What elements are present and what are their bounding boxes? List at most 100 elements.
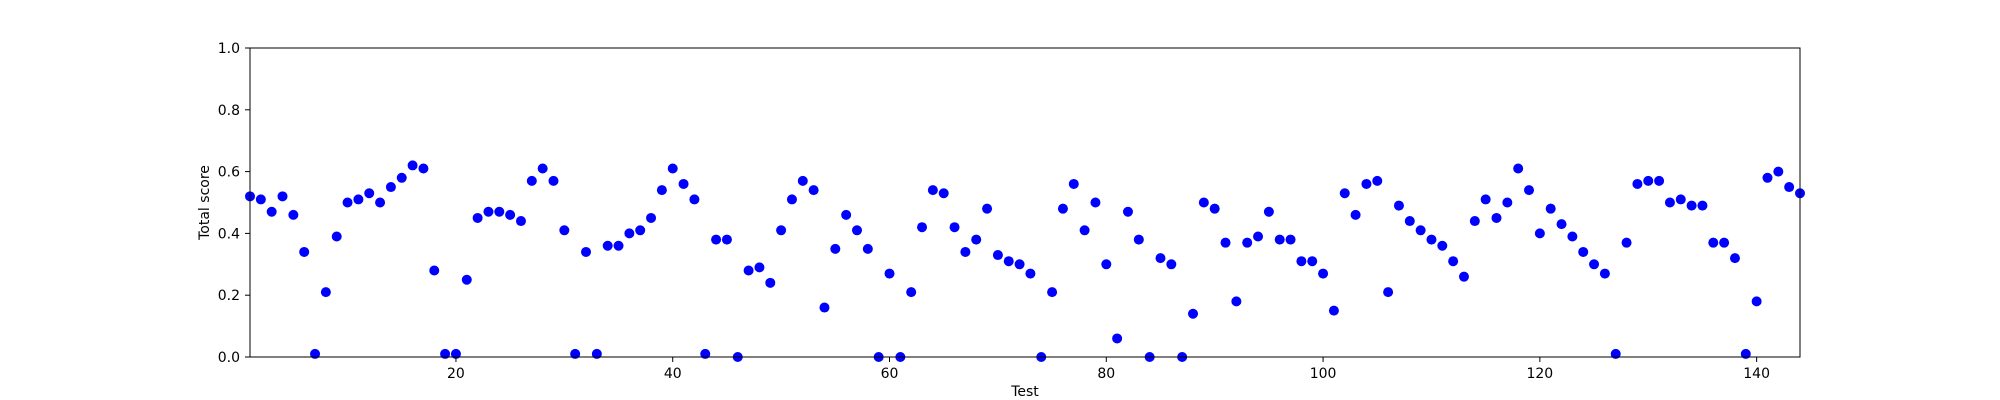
data-point (1112, 333, 1123, 344)
data-point (581, 246, 592, 257)
data-points (245, 160, 1805, 362)
data-point (1047, 287, 1058, 298)
y-tick-label: 0.2 (218, 288, 240, 304)
data-point (1166, 259, 1177, 270)
data-point (1524, 185, 1535, 196)
data-point (819, 302, 830, 313)
data-point (1567, 231, 1578, 242)
data-point (1578, 246, 1589, 257)
data-point (255, 194, 266, 205)
data-point (450, 348, 461, 359)
data-point (1621, 237, 1632, 248)
data-point (1383, 287, 1394, 298)
data-point (1231, 296, 1242, 307)
data-point (1285, 234, 1296, 245)
data-point (927, 185, 938, 196)
data-point (591, 348, 602, 359)
data-point (1784, 182, 1795, 193)
x-tick-label: 20 (447, 366, 465, 382)
data-point (949, 222, 960, 233)
data-point (1491, 212, 1502, 223)
data-point (1155, 253, 1166, 264)
y-tick-label: 1.0 (218, 41, 240, 57)
data-point (797, 175, 808, 186)
data-point (1003, 256, 1014, 267)
data-point (992, 250, 1003, 261)
data-point (1534, 228, 1545, 239)
data-point (1372, 175, 1383, 186)
data-point (689, 194, 700, 205)
data-point (1188, 308, 1199, 319)
data-point (429, 265, 440, 276)
data-point (1415, 225, 1426, 236)
data-point (1122, 206, 1133, 217)
data-point (1545, 203, 1556, 214)
data-point (537, 163, 548, 174)
data-point (1307, 256, 1318, 267)
data-point (1404, 216, 1415, 227)
y-axis-label: Total score (197, 165, 213, 241)
data-point (700, 348, 711, 359)
x-tick-label: 80 (1097, 366, 1115, 382)
data-point (1697, 200, 1708, 211)
data-point (483, 206, 494, 217)
y-tick-label: 0.6 (218, 165, 240, 181)
data-point (364, 188, 375, 199)
data-point (570, 348, 581, 359)
data-point (1448, 256, 1459, 267)
data-point (1263, 206, 1274, 217)
data-point (656, 185, 667, 196)
data-point (1708, 237, 1719, 248)
data-point (646, 212, 657, 223)
data-point (277, 191, 288, 202)
data-point (1090, 197, 1101, 208)
data-point (396, 172, 407, 183)
data-point (841, 209, 852, 220)
data-point (1242, 237, 1253, 248)
data-point (515, 216, 526, 227)
data-point (917, 222, 928, 233)
data-point (938, 188, 949, 199)
data-point (505, 209, 516, 220)
x-tick-label: 140 (1743, 366, 1770, 382)
data-point (1339, 188, 1350, 199)
data-point (494, 206, 505, 217)
y-axis: 0.0 0.2 0.4 0.6 0.8 1.0 (218, 41, 250, 366)
data-point (754, 262, 765, 273)
data-point (1664, 197, 1675, 208)
data-point (1556, 219, 1567, 230)
x-axis-label: Test (1010, 384, 1039, 400)
data-point (808, 185, 819, 196)
data-point (385, 182, 396, 193)
data-point (1773, 166, 1784, 177)
data-point (613, 240, 624, 251)
data-point (1318, 268, 1329, 279)
data-point (1220, 237, 1231, 248)
data-point (1426, 234, 1437, 245)
data-point (1469, 216, 1480, 227)
data-point (1025, 268, 1036, 279)
data-point (1502, 197, 1513, 208)
data-point (1101, 259, 1112, 270)
data-point (1209, 203, 1220, 214)
data-point (721, 234, 732, 245)
data-point (667, 163, 678, 174)
data-point (526, 175, 537, 186)
data-point (1599, 268, 1610, 279)
data-point (635, 225, 646, 236)
data-point (1328, 305, 1339, 316)
data-point (765, 277, 776, 288)
data-point (407, 160, 418, 171)
x-tick-label: 100 (1310, 366, 1337, 382)
data-point (472, 212, 483, 223)
data-point (1675, 194, 1686, 205)
data-point (548, 175, 559, 186)
data-point (461, 274, 472, 285)
data-point (1296, 256, 1307, 267)
data-point (602, 240, 613, 251)
data-point (1762, 172, 1773, 183)
data-point (1079, 225, 1090, 236)
data-point (1719, 237, 1730, 248)
data-point (1437, 240, 1448, 251)
